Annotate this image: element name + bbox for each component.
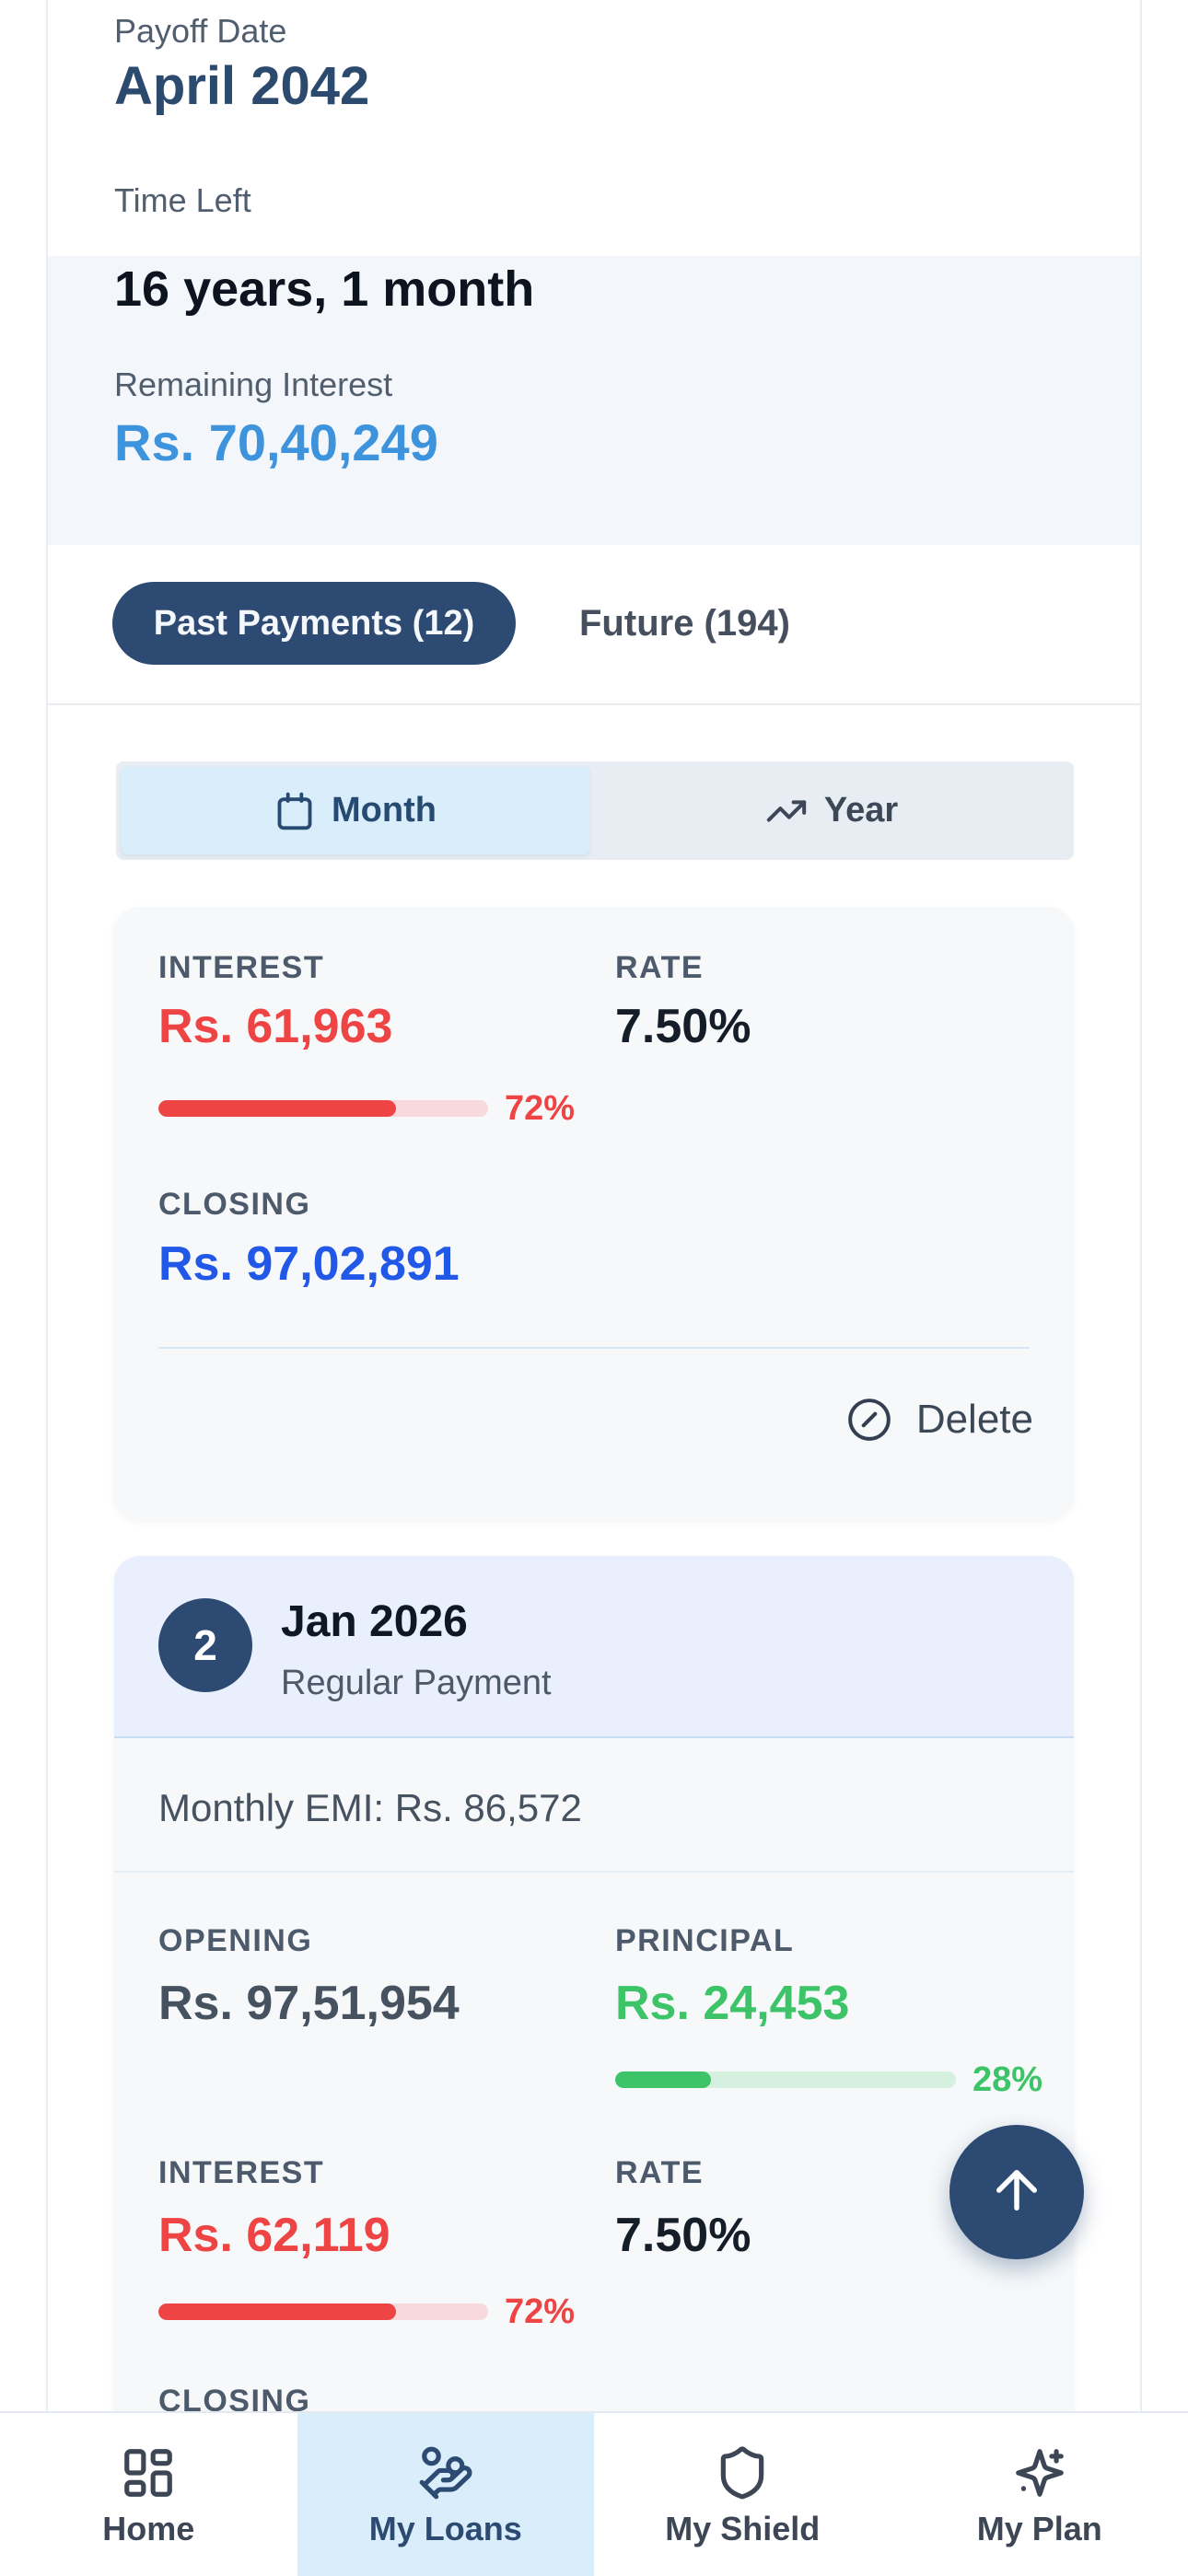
time-left-label: Time Left <box>114 182 251 219</box>
time-left-value: 16 years, 1 month <box>114 263 534 316</box>
payoff-date-label: Payoff Date <box>114 13 286 50</box>
tab-past-payments-label: Past Payments (12) <box>154 604 475 644</box>
interest-label: INTEREST <box>158 2156 324 2190</box>
nav-item-my-shield[interactable]: My Shield <box>594 2413 891 2576</box>
interest-progress-fill <box>158 1100 396 1117</box>
tab-future-label: Future (194) <box>579 603 790 644</box>
interest-progress-bar <box>158 1100 488 1117</box>
payments-tabs: Past Payments (12) Future (194) <box>48 545 1140 705</box>
rate-value: 7.50% <box>615 2210 751 2262</box>
interest-progress-fill <box>158 2303 396 2320</box>
nav-item-my-plan[interactable]: My Plan <box>891 2413 1188 2576</box>
scroll-to-top-fab[interactable] <box>949 2125 1084 2259</box>
nav-label-my-shield: My Shield <box>665 2512 820 2546</box>
nav-label-my-loans: My Loans <box>369 2512 522 2546</box>
rate-label: RATE <box>615 951 704 985</box>
interest-percent-label: 72% <box>505 1084 575 1133</box>
interest-value: Rs. 62,119 <box>158 2210 390 2262</box>
calendar-icon <box>274 791 315 831</box>
bottom-navigation: Home My Loans My Shield My Plan <box>0 2411 1188 2576</box>
delete-payment-button[interactable]: Delete <box>846 1397 1033 1443</box>
interest-value: Rs. 61,963 <box>158 1001 392 1053</box>
toggle-month[interactable]: Month <box>122 767 589 854</box>
principal-value: Rs. 24,453 <box>615 1978 849 2030</box>
interest-label: INTEREST <box>158 951 324 985</box>
payment-month-title: Jan 2026 <box>281 1598 468 1647</box>
principal-progress-fill <box>615 2071 711 2088</box>
opening-value: Rs. 97,51,954 <box>158 1978 460 2030</box>
delete-button-label: Delete <box>916 1397 1033 1443</box>
remaining-interest-value: Rs. 70,40,249 <box>114 416 438 470</box>
shield-icon <box>714 2444 771 2501</box>
tab-past-payments[interactable]: Past Payments (12) <box>112 582 516 665</box>
closing-value: Rs. 97,02,891 <box>158 1238 460 1291</box>
monthly-emi-text: Monthly EMI: Rs. 86,572 <box>158 1786 582 1830</box>
nav-item-home[interactable]: Home <box>0 2413 297 2576</box>
card-divider <box>158 1347 1030 1349</box>
interest-progress-bar <box>158 2303 488 2320</box>
payment-card-header: 2 Jan 2026 Regular Payment <box>114 1556 1074 1738</box>
arrow-up-icon <box>986 2160 1047 2225</box>
tab-future[interactable]: Future (194) <box>579 582 790 665</box>
closing-label: CLOSING <box>158 1188 310 1222</box>
layout-dashboard-icon <box>120 2444 177 2501</box>
remaining-interest-label: Remaining Interest <box>114 366 392 403</box>
interest-percent-label: 72% <box>505 2287 575 2337</box>
rate-label: RATE <box>615 2156 704 2190</box>
payment-index-badge: 2 <box>158 1598 252 1692</box>
trending-up-icon <box>765 790 808 832</box>
circle-x-icon <box>846 1397 892 1443</box>
nav-label-my-plan: My Plan <box>977 2512 1102 2546</box>
sparkles-icon <box>1011 2444 1068 2501</box>
principal-progress-bar <box>615 2071 956 2088</box>
principal-percent-label: 28% <box>973 2055 1042 2105</box>
toggle-year[interactable]: Year <box>595 767 1068 854</box>
rate-value: 7.50% <box>615 1001 751 1053</box>
nav-label-home: Home <box>102 2512 194 2546</box>
payoff-date-value: April 2042 <box>114 59 369 115</box>
loan-summary-section: Payoff Date April 2042 Time Left 16 year… <box>48 0 1140 547</box>
hand-coins-icon <box>417 2444 474 2501</box>
nav-item-my-loans[interactable]: My Loans <box>297 2413 595 2576</box>
principal-label: PRINCIPAL <box>615 1924 794 1958</box>
period-toggle: Month Year <box>116 761 1074 860</box>
toggle-year-label: Year <box>824 791 898 830</box>
opening-label: OPENING <box>158 1924 312 1958</box>
payment-type-subtitle: Regular Payment <box>281 1665 552 1703</box>
toggle-month-label: Month <box>332 791 437 830</box>
payment-card-dec-2025: INTEREST RATE Rs. 61,963 7.50% 72% CLOSI… <box>114 907 1074 1519</box>
emi-row: Monthly EMI: Rs. 86,572 <box>114 1738 1074 1873</box>
